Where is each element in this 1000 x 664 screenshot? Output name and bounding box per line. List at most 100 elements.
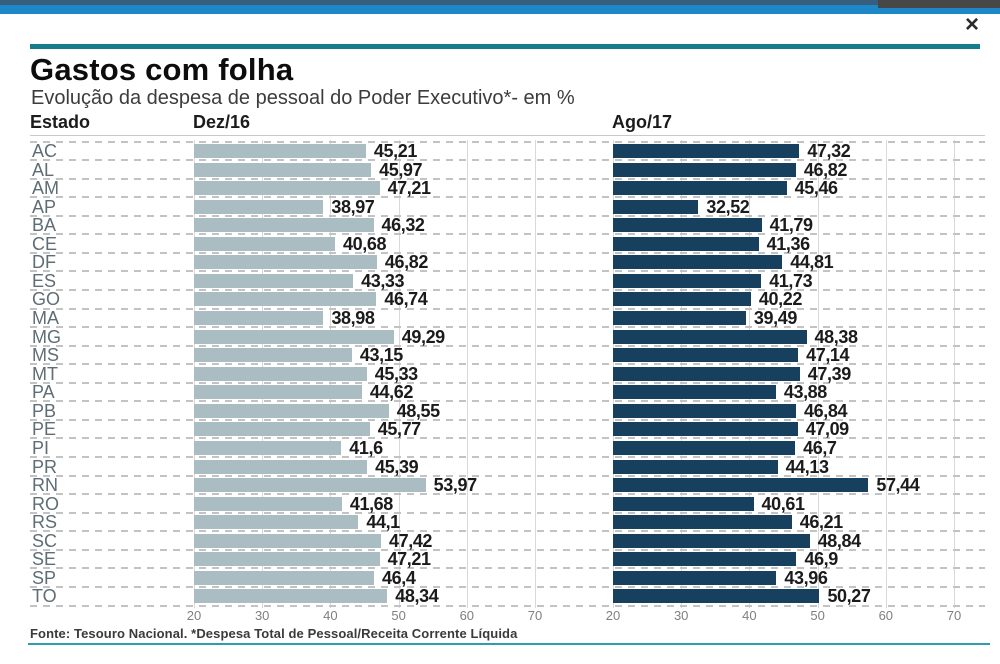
- chart-subtitle: Evolução da despesa de pessoal do Poder …: [31, 87, 575, 109]
- bar-value-dez16: 45,39: [375, 456, 419, 477]
- bar-value-ago17: 57,44: [876, 475, 920, 496]
- row-separator: [30, 567, 985, 570]
- bar-value-dez16: 41,68: [349, 493, 393, 514]
- bar-dez16: [194, 366, 367, 381]
- row-separator: [30, 326, 985, 329]
- cropped-headline-strip: [0, 0, 1000, 5]
- bar-value-dez16: 48,34: [395, 586, 439, 607]
- bar-value-dez16: 46,4: [382, 567, 416, 588]
- cropped-top-banner: [0, 0, 1000, 14]
- state-label: TO: [32, 586, 57, 607]
- chart-title: Gastos com folha: [30, 52, 294, 87]
- column-header-estado: Estado: [30, 112, 91, 132]
- row-separator: [30, 214, 985, 217]
- bar-dez16: [194, 199, 324, 214]
- bar-value-ago17: 39,49: [753, 308, 797, 329]
- bar-ago17: [613, 533, 810, 548]
- bar-dez16: [194, 144, 366, 158]
- bar-dez16: [194, 218, 374, 233]
- state-label: PE: [32, 419, 57, 440]
- row-separator: [30, 363, 985, 366]
- state-label: RS: [32, 512, 58, 533]
- state-label: MS: [32, 345, 59, 366]
- bar-ago17: [613, 366, 800, 381]
- row-separator: [30, 400, 985, 403]
- source-note: Fonte: Tesouro Nacional. *Despesa Total …: [30, 626, 518, 641]
- footer-rule: [28, 643, 990, 645]
- bar-value-ago17: 41,73: [769, 270, 813, 291]
- state-label: AM: [32, 178, 59, 199]
- bar-ago17: [613, 570, 777, 585]
- bar-dez16: [194, 459, 368, 474]
- title-top-rule: [30, 44, 980, 49]
- row-separator: [30, 548, 985, 551]
- bar-ago17: [613, 348, 799, 363]
- bar-ago17: [613, 589, 820, 604]
- close-icon[interactable]: ×: [964, 11, 979, 38]
- bar-ago17: [613, 311, 746, 326]
- bar-value-dez16: 47,42: [389, 530, 433, 551]
- top-right-dark-block: [878, 0, 1000, 8]
- gridline-ago17-50: [817, 140, 819, 608]
- bar-ago17: [613, 385, 776, 400]
- row-separator: [30, 456, 985, 459]
- row-separator: [30, 493, 985, 496]
- bar-value-dez16: 38,98: [331, 308, 375, 329]
- state-label: PA: [32, 382, 55, 403]
- bar-dez16: [194, 422, 370, 437]
- bar-value-dez16: 43,33: [361, 270, 405, 291]
- row-separator: [30, 233, 985, 236]
- state-label: PB: [32, 400, 57, 421]
- state-label: BA: [32, 215, 57, 236]
- bar-ago17: [613, 181, 787, 196]
- bar-dez16: [194, 311, 324, 326]
- bar-dez16: [194, 496, 342, 511]
- bar-dez16: [194, 181, 380, 196]
- column-header-dez16: Dez/16: [193, 112, 251, 132]
- state-label: MT: [32, 363, 58, 384]
- row-separator: [30, 270, 985, 273]
- axis-tick-ago17-50: 50: [810, 608, 825, 623]
- state-label: MA: [32, 308, 59, 329]
- axis-tick-ago17-30: 30: [673, 608, 689, 623]
- bar-value-dez16: 49,29: [401, 326, 445, 347]
- column-header-ago17: Ago/17: [612, 112, 673, 132]
- axis-tick-dez16-20: 20: [186, 608, 202, 623]
- bar-value-ago17: 43,96: [784, 567, 828, 588]
- bar-value-dez16: 45,33: [374, 363, 418, 384]
- bar-value-dez16: 44,62: [369, 382, 413, 403]
- row-separator: [30, 307, 985, 310]
- row-separator: [30, 196, 985, 199]
- bar-dez16: [194, 533, 381, 548]
- bar-value-ago17: 32,52: [706, 196, 750, 217]
- state-label: PI: [32, 437, 50, 458]
- bar-ago17: [613, 459, 778, 474]
- bar-dez16: [194, 403, 389, 418]
- bar-ago17: [613, 403, 797, 418]
- axis-tick-dez16-40: 40: [323, 608, 338, 623]
- row-separator: [30, 344, 985, 347]
- axis-tick-dez16-30: 30: [254, 608, 270, 623]
- row-separator: [30, 177, 985, 180]
- row-separator: [30, 418, 985, 421]
- bar-ago17: [613, 478, 869, 493]
- bar-ago17: [613, 236, 759, 251]
- bar-value-ago17: 46,84: [804, 400, 848, 421]
- header-underline: [30, 135, 985, 136]
- gridline-dez16-60: [466, 140, 468, 608]
- state-label: ES: [32, 270, 57, 291]
- bar-value-dez16: 46,32: [381, 215, 425, 236]
- gridline-dez16-50: [398, 140, 400, 608]
- axis-tick-ago17-60: 60: [878, 608, 894, 623]
- bar-dez16: [194, 273, 354, 288]
- bar-dez16: [194, 162, 372, 177]
- row-separator: [30, 511, 985, 514]
- bar-value-dez16: 46,82: [384, 252, 428, 273]
- bar-ago17: [613, 199, 699, 214]
- bar-value-dez16: 46,74: [384, 289, 428, 310]
- state-label: RN: [32, 475, 58, 496]
- bar-value-ago17: 41,79: [769, 215, 813, 236]
- state-label: AC: [32, 141, 58, 161]
- gridline-dez16-70: [535, 140, 536, 608]
- bar-value-dez16: 44,1: [366, 512, 400, 533]
